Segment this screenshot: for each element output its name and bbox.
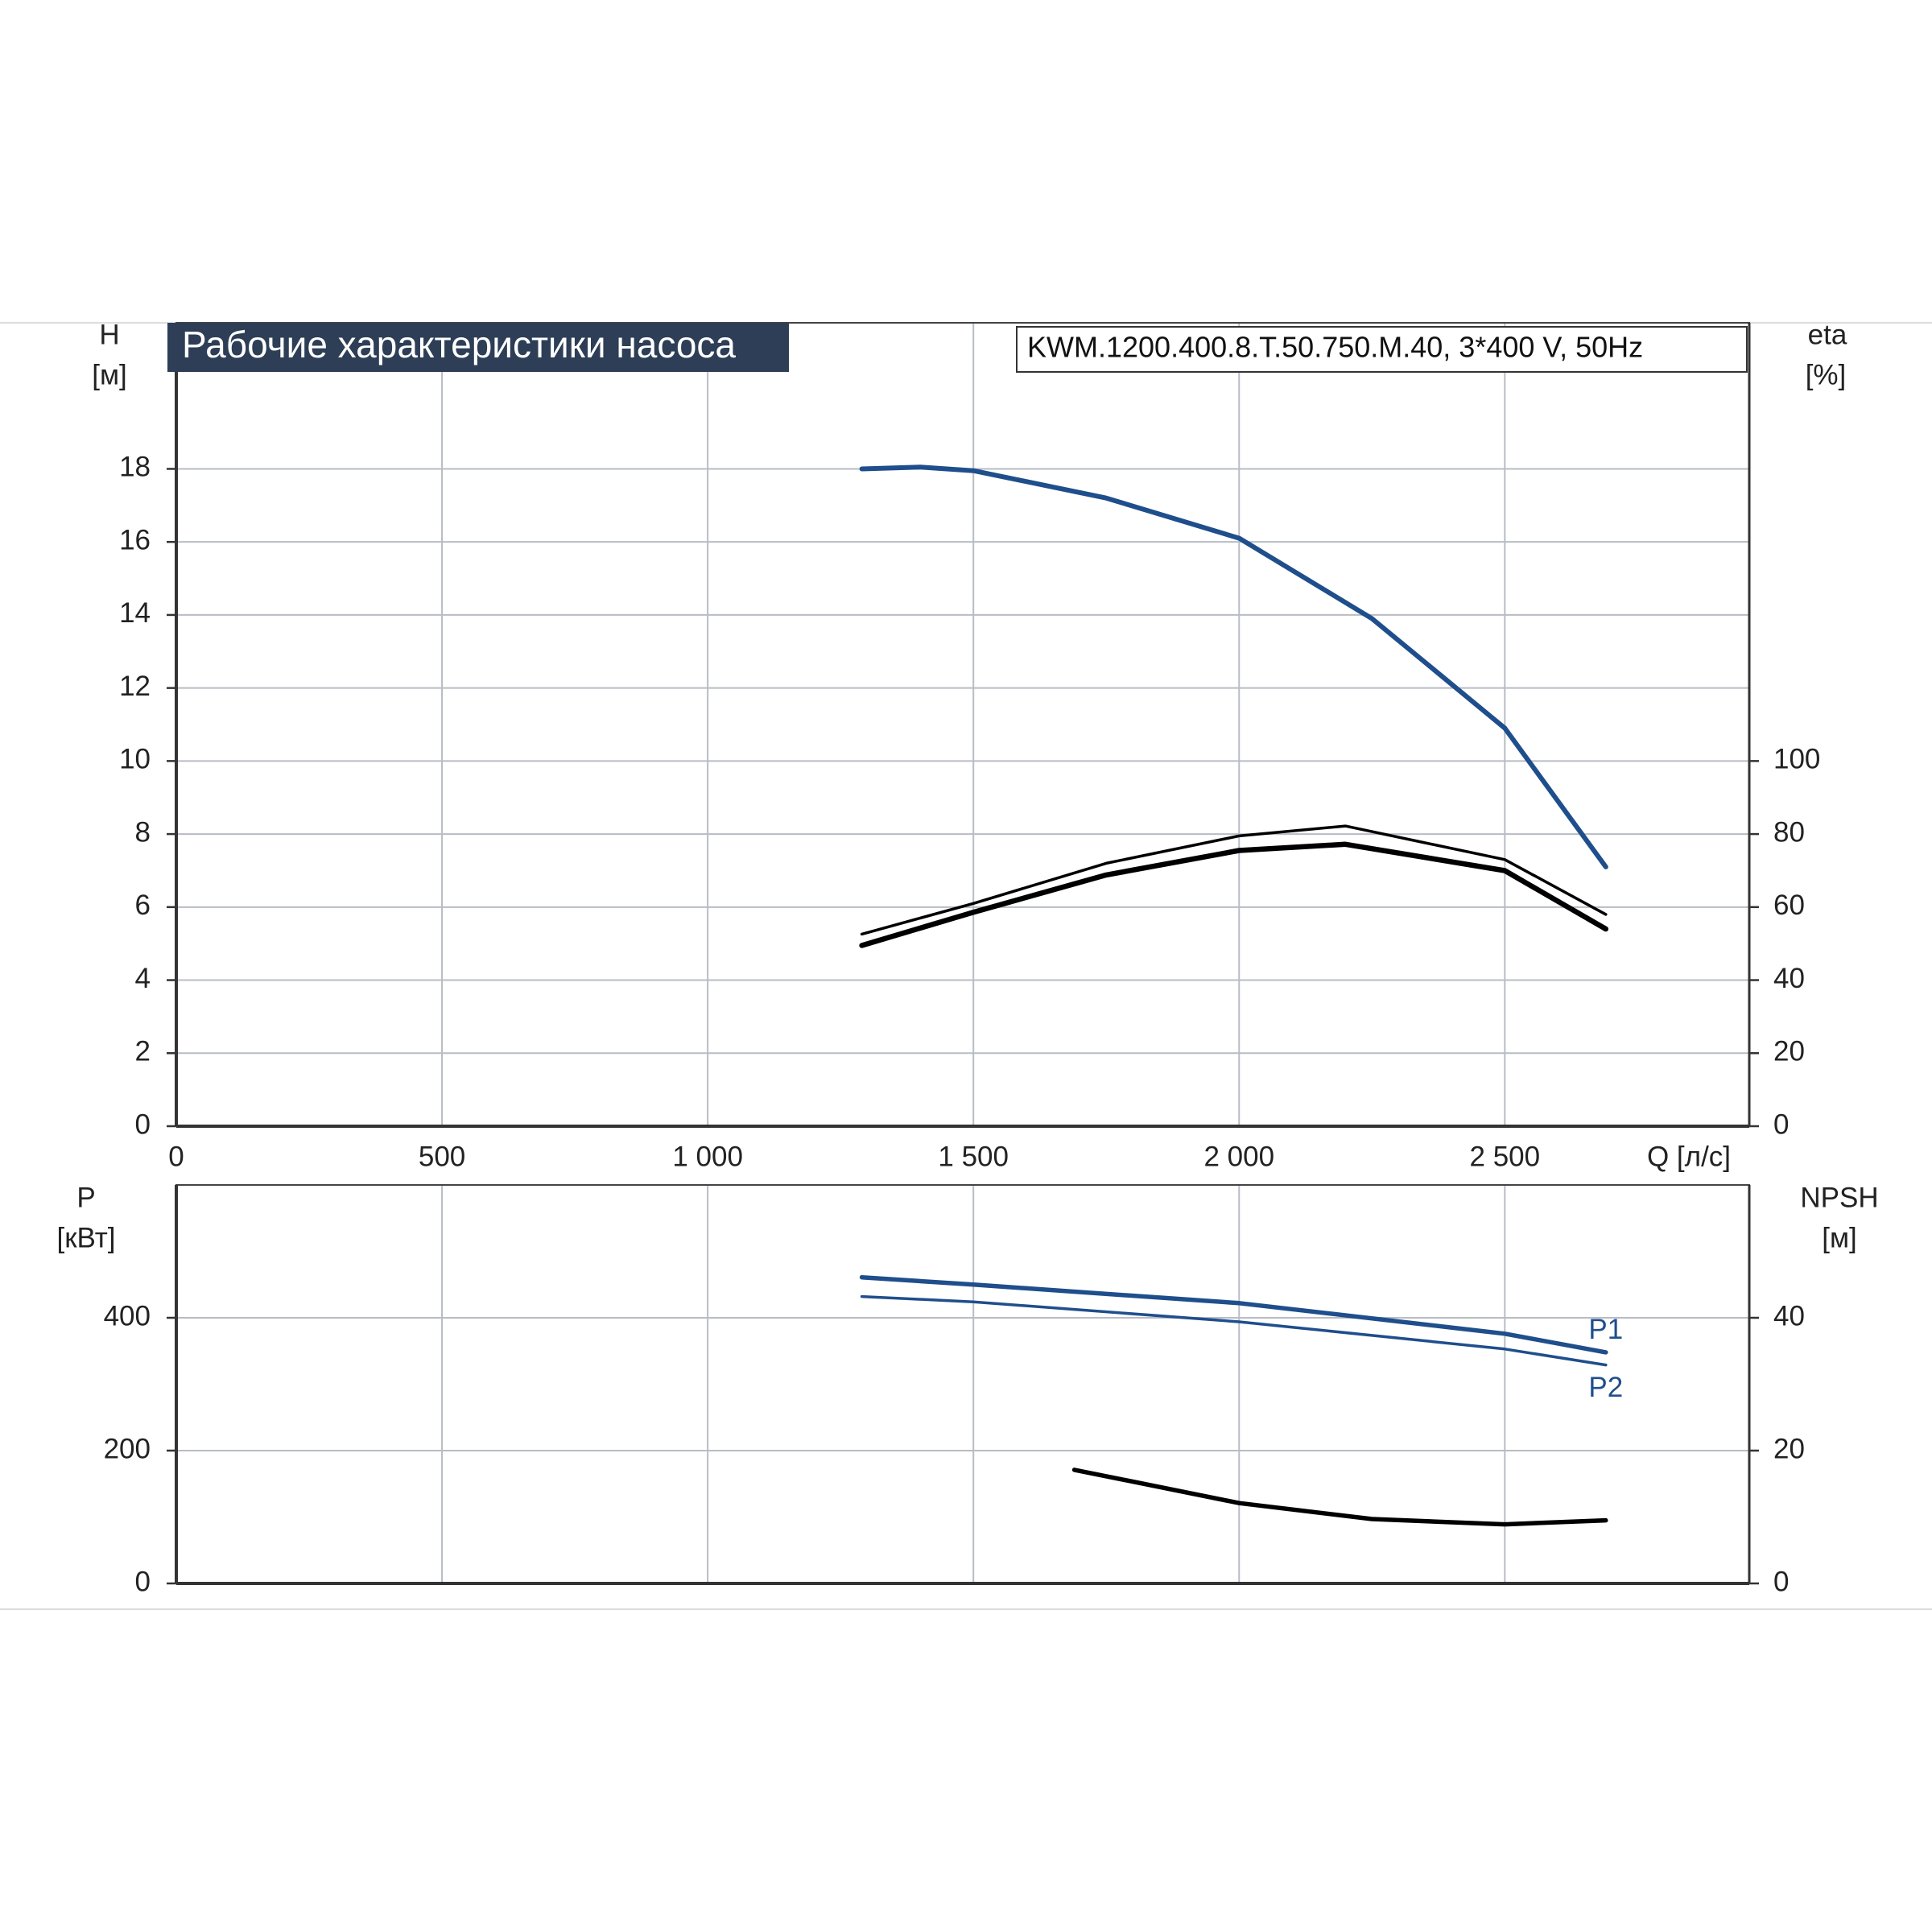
series-label: P1 [1588, 1314, 1623, 1345]
series-line [1071, 1468, 1608, 1527]
y2-tick-label: 100 [1773, 744, 1820, 775]
series-line [859, 464, 1608, 869]
plots: 0 500 1 000 1 500 2 000 2 500 0 2 4 6 8 10 12 14 16 18 0… [104, 322, 1820, 1597]
y-tick-label: 12 [119, 671, 151, 702]
series-line [859, 841, 1609, 948]
y-tick-label: 10 [119, 744, 151, 775]
y-tick-label: 8 [135, 816, 151, 848]
y2-axis-label: NPSH [1800, 1182, 1878, 1213]
y-tick-label: 200 [104, 1433, 151, 1464]
model-box [1016, 326, 1748, 373]
y2-tick-label: 80 [1773, 816, 1805, 848]
y2-tick-label: 60 [1773, 890, 1805, 921]
y2-axis-unit: [%] [1806, 359, 1847, 390]
y-tick-label: 2 [135, 1036, 151, 1067]
y-axis-unit: [м] [92, 359, 127, 390]
y2-tick-label: 0 [1773, 1108, 1789, 1140]
chart-title: Рабочие характеристики насоса [182, 324, 736, 365]
x-axis-label: Q [л/с] [1647, 1141, 1731, 1172]
title-box [167, 323, 789, 372]
y2-tick-label: 20 [1773, 1036, 1805, 1067]
x-tick-label: 2 000 [1203, 1141, 1274, 1172]
y-tick-label: 0 [135, 1566, 151, 1597]
x-tick-label: 500 [419, 1141, 465, 1172]
y2-tick-label: 20 [1773, 1433, 1805, 1464]
chart-subtitle: KWM.1200.400.8.T.50.750.M.40, 3*400 V, 5… [1027, 331, 1643, 364]
plot-frame [175, 322, 1750, 1127]
series-line [859, 1274, 1608, 1355]
y-tick-label: 18 [119, 452, 151, 483]
x-tick-label: 1 500 [938, 1141, 1009, 1172]
x-tick-label: 2 500 [1470, 1141, 1541, 1172]
y-axis-label: H [99, 319, 119, 350]
x-tick-label: 0 [168, 1141, 184, 1172]
x-tick-label: 1 000 [672, 1141, 743, 1172]
y-tick-label: 0 [135, 1108, 151, 1140]
series-line [860, 824, 1608, 936]
y-axis-unit: [кВт] [57, 1222, 116, 1253]
y-tick-label: 400 [104, 1300, 151, 1331]
series-label: P2 [1588, 1372, 1623, 1403]
y2-tick-label: 40 [1773, 963, 1805, 994]
y2-axis-label: eta [1808, 319, 1847, 350]
y-tick-label: 14 [119, 597, 151, 629]
y-tick-label: 6 [135, 890, 151, 921]
y2-tick-label: 40 [1773, 1300, 1805, 1331]
y2-axis-unit: [м] [1822, 1222, 1857, 1253]
y-tick-label: 4 [135, 963, 151, 994]
y2-tick-label: 0 [1773, 1566, 1789, 1597]
y-axis-label: P [76, 1182, 95, 1213]
y-tick-label: 16 [119, 524, 151, 555]
series-line [860, 1294, 1608, 1367]
